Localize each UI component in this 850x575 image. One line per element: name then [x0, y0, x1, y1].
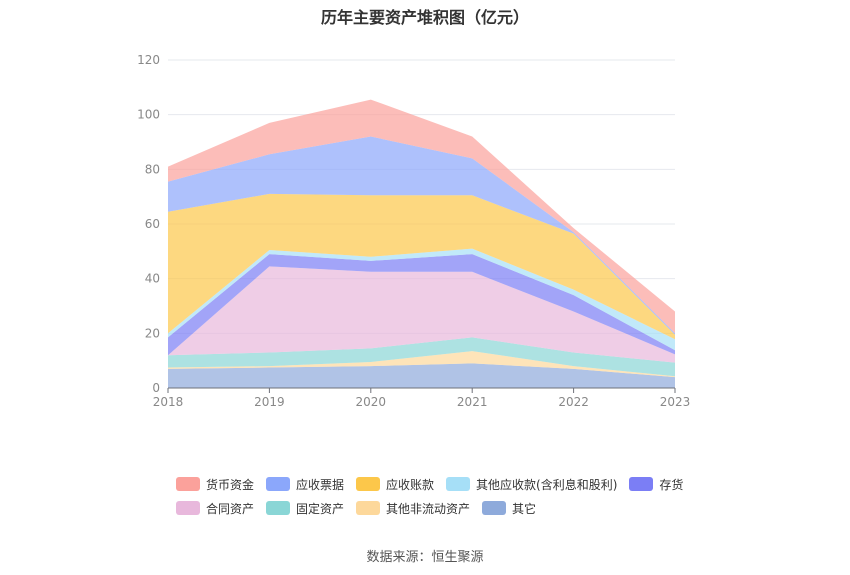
area-series	[168, 99, 675, 388]
legend-item[interactable]: 存货	[629, 476, 683, 493]
area-series-合同资产	[168, 266, 675, 363]
x-tick-label: 2020	[356, 395, 387, 409]
legend-swatch	[266, 501, 291, 515]
y-tick-label: 100	[137, 108, 160, 122]
y-tick-label: 20	[145, 326, 160, 340]
area-series-固定资产	[168, 337, 675, 377]
legend-item[interactable]: 其他应收款(含利息和股利)	[446, 476, 617, 493]
area-series-其他非流动资产	[168, 351, 675, 378]
x-tick-label: 2023	[660, 395, 691, 409]
legend-row-2: 合同资产 固定资产 其他非流动资产 其它	[176, 496, 716, 520]
legend-label: 合同资产	[206, 501, 255, 516]
y-tick-label: 40	[145, 272, 160, 286]
legend-label: 货币资金	[206, 477, 255, 492]
legend-item[interactable]: 其他非流动资产	[356, 500, 470, 517]
x-tick-label: 2021	[457, 395, 488, 409]
x-tick-label: 2022	[558, 395, 589, 409]
legend-label: 存货	[659, 477, 684, 492]
legend-swatch	[446, 477, 471, 491]
legend-swatch	[176, 477, 200, 491]
legend-item[interactable]: 合同资产	[176, 500, 254, 517]
area-series-其它	[168, 363, 675, 388]
legend-item[interactable]: 固定资产	[266, 500, 344, 517]
area-series-存货	[168, 254, 675, 356]
y-tick-label: 120	[137, 53, 160, 67]
legend-label: 应收票据	[296, 477, 345, 492]
data-source: 数据来源：恒生聚源	[366, 550, 484, 565]
legend-item[interactable]: 其它	[482, 500, 536, 517]
chart-title: 历年主要资产堆积图（亿元）	[320, 8, 529, 27]
y-tick-label: 0	[152, 381, 160, 395]
x-tick-label: 2018	[153, 395, 184, 409]
legend-label: 其他应收款(含利息和股利)	[476, 477, 618, 492]
area-series-货币资金	[168, 99, 675, 334]
legend-label: 其他非流动资产	[386, 501, 471, 516]
legend-item[interactable]: 应收票据	[266, 476, 344, 493]
y-tick-label: 80	[145, 162, 160, 176]
legend: 货币资金 应收票据 应收账款 其他应收款(含利息和股利) 存货 合同资产 固定资产 其他非流…	[176, 472, 716, 520]
legend-item[interactable]: 货币资金	[176, 476, 254, 493]
legend-swatch	[176, 501, 200, 515]
area-series-应收票据	[168, 136, 675, 335]
y-tick-label: 60	[145, 217, 160, 231]
legend-label: 固定资产	[296, 501, 345, 516]
legend-label: 应收账款	[386, 477, 435, 492]
legend-swatch	[482, 501, 507, 515]
legend-label: 其它	[512, 501, 537, 516]
x-tick-label: 2019	[254, 395, 285, 409]
legend-swatch	[266, 477, 291, 491]
legend-item[interactable]: 应收账款	[356, 476, 434, 493]
axes: 0 20 40 60 80 100 120 2018 2019 2020 2021 2022 2023	[137, 53, 690, 409]
legend-swatch	[356, 501, 381, 515]
legend-swatch	[629, 477, 654, 491]
legend-swatch	[356, 477, 381, 491]
legend-row-1: 货币资金 应收票据 应收账款 其他应收款(含利息和股利) 存货	[176, 472, 716, 496]
area-series-应收账款	[168, 193, 675, 340]
